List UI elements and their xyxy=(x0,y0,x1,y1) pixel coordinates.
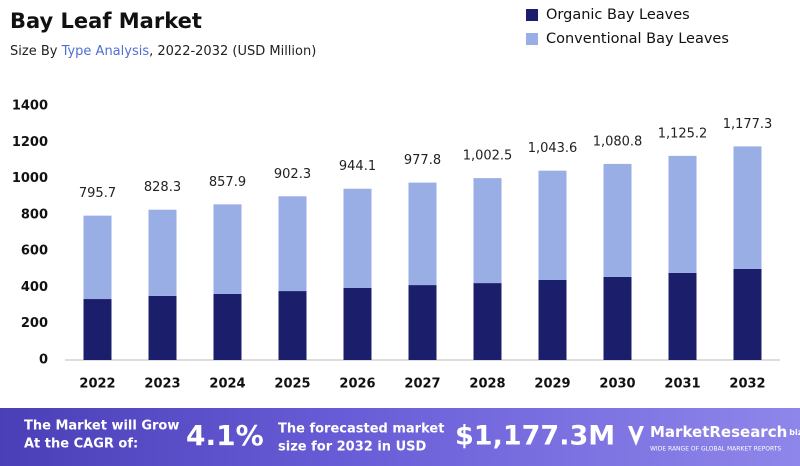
x-tick-label: 2029 xyxy=(534,377,570,392)
footer-forecast-text: size for 2032 in USD xyxy=(278,440,426,455)
total-label: 795.7 xyxy=(79,186,116,201)
bar-segment xyxy=(148,295,177,360)
footer-forecast-value: $1,177.3M xyxy=(455,421,615,452)
legend-swatch xyxy=(526,9,538,21)
bar-segment xyxy=(733,146,762,269)
y-tick-label: 400 xyxy=(21,280,48,295)
x-tick-label: 2030 xyxy=(599,377,635,392)
y-tick-label: 0 xyxy=(39,353,48,368)
bar-segment xyxy=(148,209,177,296)
total-label: 902.3 xyxy=(274,167,311,182)
y-tick-label: 1400 xyxy=(12,99,48,114)
x-tick-label: 2022 xyxy=(79,377,115,392)
bar-segment xyxy=(668,272,697,360)
x-tick-label: 2032 xyxy=(729,377,765,392)
bar-segment xyxy=(83,299,112,360)
bar-segment xyxy=(408,285,437,360)
total-label: 1,125.2 xyxy=(658,126,708,141)
bar-segment xyxy=(538,170,567,280)
y-tick-label: 200 xyxy=(21,316,48,331)
total-label: 1,043.6 xyxy=(528,141,578,156)
subtitle-part: Size By xyxy=(10,44,62,59)
total-label: 944.1 xyxy=(339,159,376,174)
chart-title: Bay Leaf Market xyxy=(10,9,202,33)
bar-segment xyxy=(343,287,372,360)
total-label: 1,002.5 xyxy=(463,149,513,164)
x-tick-label: 2026 xyxy=(339,377,375,392)
brand-logo xyxy=(628,426,644,446)
footer-forecast-text: The forecasted market xyxy=(278,422,444,437)
total-label: 857.9 xyxy=(209,175,246,190)
footer-cagr-text: At the CAGR of: xyxy=(24,437,138,452)
y-tick-label: 800 xyxy=(21,207,48,222)
total-label: 1,177.3 xyxy=(723,117,773,132)
footer-banner xyxy=(0,408,800,466)
total-label: 828.3 xyxy=(144,180,181,195)
x-tick-label: 2024 xyxy=(209,377,245,392)
x-tick-label: 2027 xyxy=(404,377,440,392)
x-tick-label: 2023 xyxy=(144,377,180,392)
x-tick-label: 2025 xyxy=(274,377,310,392)
brand-suffix: biz xyxy=(789,428,800,437)
footer-cagr-value: 4.1% xyxy=(186,419,264,452)
brand-main: MarketResearch xyxy=(650,423,787,441)
legend: Organic Bay Leaves Conventional Bay Leave… xyxy=(526,7,729,47)
y-tick-label: 1200 xyxy=(12,135,48,150)
chart-subtitle: Size By Type Analysis, 2022-2032 (USD Mi… xyxy=(10,44,316,59)
bar-segment xyxy=(83,215,112,300)
bar-segment xyxy=(343,188,372,288)
x-tick-label: 2031 xyxy=(664,377,700,392)
total-label: 1,080.8 xyxy=(593,134,643,149)
brand-tagline: WIDE RANGE OF GLOBAL MARKET REPORTS xyxy=(650,446,781,453)
total-label: 977.8 xyxy=(404,153,441,168)
bar-segment xyxy=(733,268,762,360)
y-tick-label: 600 xyxy=(21,244,48,259)
bar-segment xyxy=(278,291,307,360)
legend-label: Conventional Bay Leaves xyxy=(546,31,729,47)
bar-segment xyxy=(538,279,567,360)
bar-segment xyxy=(603,163,632,277)
bar-segment xyxy=(473,178,502,284)
bar-segment xyxy=(213,204,242,294)
bar-segment xyxy=(603,276,632,360)
bar-segment xyxy=(408,182,437,286)
subtitle-part: , 2022-2032 (USD Million) xyxy=(149,44,316,59)
bar-segment xyxy=(473,283,502,360)
bar-segment xyxy=(668,155,697,273)
y-tick-label: 1000 xyxy=(12,171,48,186)
subtitle-part: Type Analysis xyxy=(61,44,150,59)
x-tick-label: 2028 xyxy=(469,377,505,392)
legend-swatch xyxy=(526,33,538,45)
bar-segment xyxy=(213,293,242,360)
footer-cagr-text: The Market will Grow xyxy=(24,419,179,434)
legend-label: Organic Bay Leaves xyxy=(546,7,690,23)
bar-segment xyxy=(278,196,307,292)
brand-name: MarketResearchbiz xyxy=(650,423,800,441)
